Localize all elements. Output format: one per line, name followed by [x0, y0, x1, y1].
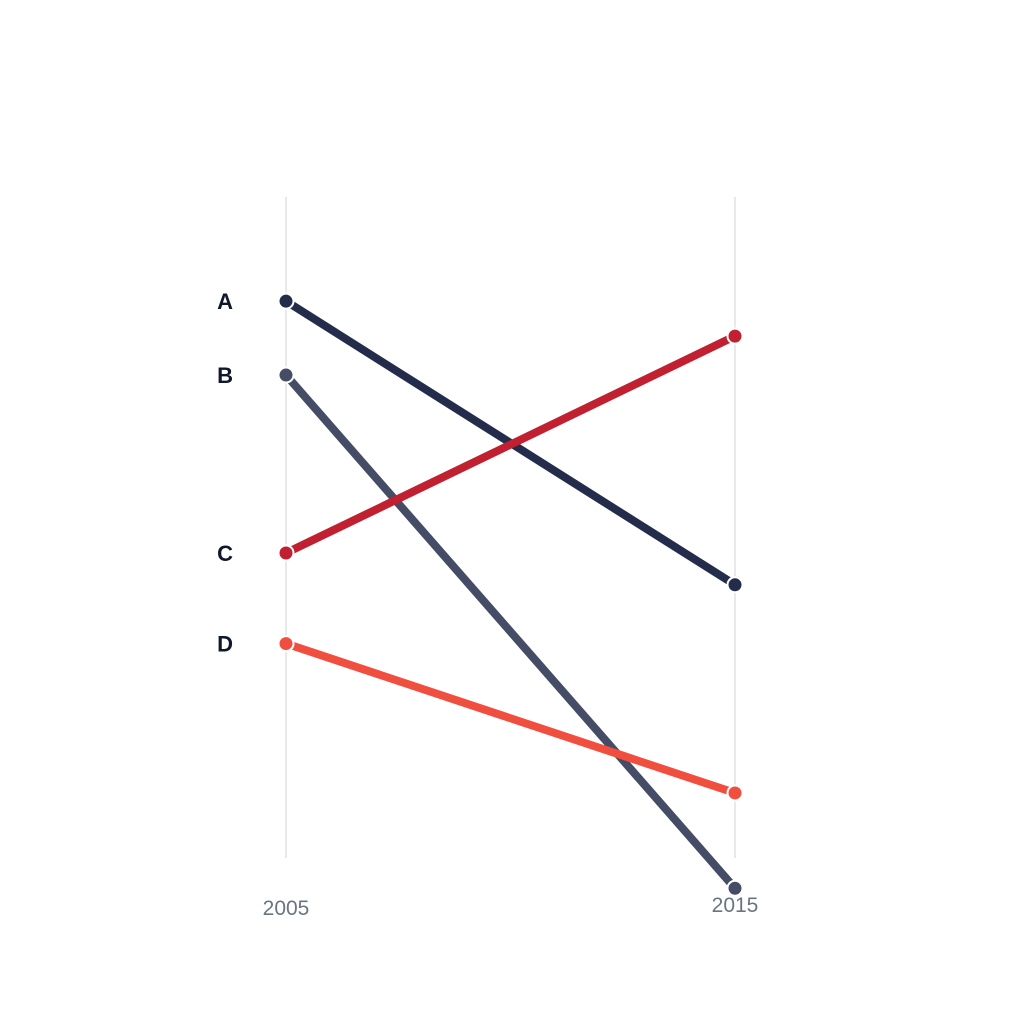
x-tick-labels: 2005 2015 — [263, 894, 759, 920]
series-point-d-2015 — [726, 784, 744, 802]
series-point-a-2015 — [726, 576, 744, 594]
series-label-d: D — [217, 632, 233, 657]
series-label-b: B — [217, 363, 233, 388]
series-label-a: A — [217, 289, 233, 314]
x-tick-label-2005: 2005 — [263, 897, 310, 920]
axes — [285, 197, 736, 858]
series-lines — [282, 297, 739, 893]
series-point-d-2005 — [277, 635, 295, 653]
series-point-c-2005 — [277, 544, 295, 562]
series-point-a-2005 — [277, 292, 295, 310]
series-point-b-2015 — [726, 879, 744, 897]
series-line-b — [282, 371, 739, 893]
series-line-c — [282, 332, 739, 558]
x-tick-label-2015: 2015 — [712, 894, 759, 917]
series-line-d — [282, 639, 739, 797]
series-point-b-2005 — [277, 366, 295, 384]
series-label-c: C — [217, 541, 233, 566]
series-point-c-2015 — [726, 327, 744, 345]
series-labels: A B C D — [217, 289, 233, 656]
series-points — [277, 292, 744, 897]
